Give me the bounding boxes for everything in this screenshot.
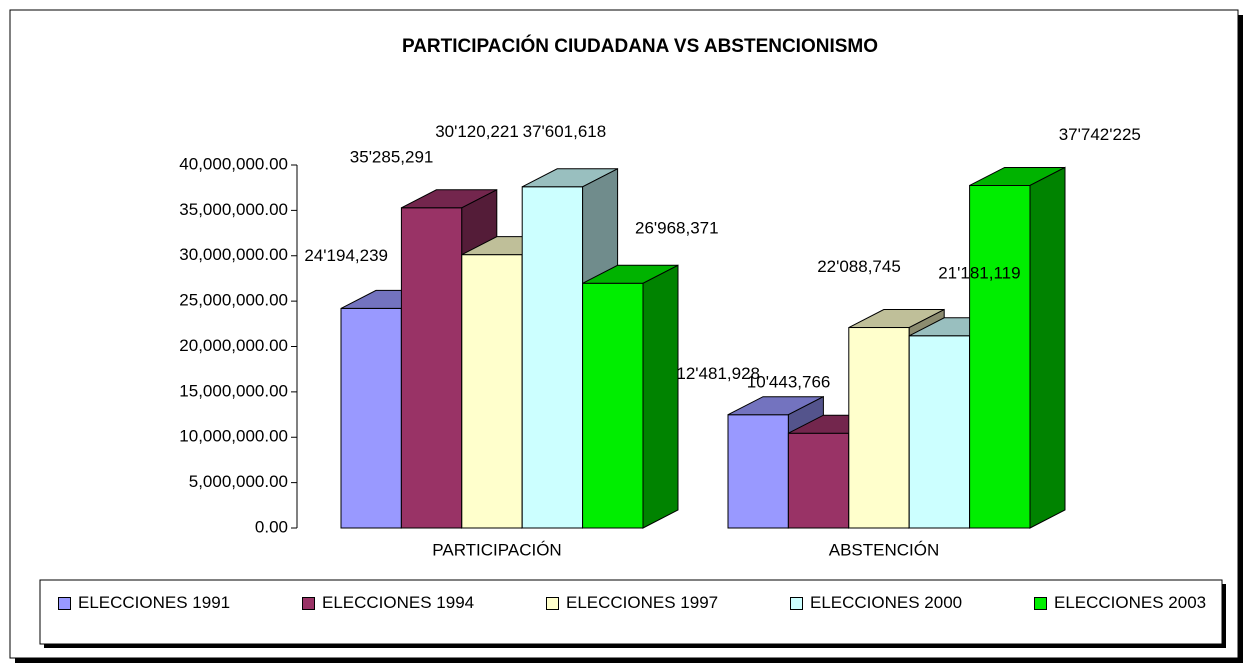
value-label: 24'194,239 bbox=[304, 246, 388, 265]
legend-box bbox=[39, 579, 1223, 645]
y-tick-label: 20,000,000.00 bbox=[179, 336, 288, 355]
legend-swatch bbox=[302, 597, 315, 610]
legend-label: ELECCIONES 1994 bbox=[322, 593, 475, 612]
y-tick-label: 40,000,000.00 bbox=[179, 154, 288, 173]
bar-front bbox=[521, 186, 584, 529]
bar-front bbox=[787, 432, 850, 529]
bar-front bbox=[461, 254, 523, 529]
legend-label: ELECCIONES 1997 bbox=[566, 593, 719, 612]
legend-label: ELECCIONES 2003 bbox=[1054, 593, 1207, 612]
y-tick-label: 25,000,000.00 bbox=[179, 291, 288, 310]
value-label: 37'601,618 bbox=[523, 122, 607, 141]
legend-item: ELECCIONES 1994 bbox=[302, 592, 482, 614]
y-tick-label: 35,000,000.00 bbox=[179, 200, 288, 219]
bar-side bbox=[642, 264, 679, 529]
legend-swatch bbox=[1034, 597, 1047, 610]
value-label: 37'742'225 bbox=[1059, 125, 1141, 144]
value-label: 21'181,119 bbox=[938, 263, 1020, 282]
legend-swatch bbox=[546, 597, 559, 610]
bar-front bbox=[582, 282, 644, 529]
y-tick-label: 0.00 bbox=[255, 517, 288, 536]
value-label: 35'285,291 bbox=[350, 147, 434, 166]
legend-item: ELECCIONES 2000 bbox=[790, 592, 970, 614]
value-label: 10'443,766 bbox=[747, 373, 831, 392]
legend-item: ELECCIONES 1991 bbox=[58, 592, 238, 614]
bar-front bbox=[400, 207, 463, 529]
value-label: 26'968,371 bbox=[635, 219, 719, 238]
legend-swatch bbox=[790, 597, 803, 610]
chart-title: PARTICIPACIÓN CIUDADANA VS ABSTENCIONISM… bbox=[402, 35, 878, 57]
legend-swatch bbox=[58, 597, 71, 610]
bar bbox=[582, 264, 679, 529]
x-tick-label: PARTICIPACIÓN bbox=[432, 540, 561, 559]
value-label: 30'120,221 bbox=[435, 122, 519, 141]
y-tick-label: 10,000,000.00 bbox=[179, 427, 288, 446]
legend-item: ELECCIONES 1997 bbox=[546, 592, 726, 614]
y-tick-label: 30,000,000.00 bbox=[179, 245, 288, 264]
x-tick-label: ABSTENCIÓN bbox=[829, 540, 940, 559]
legend-item: ELECCIONES 2003 bbox=[1034, 592, 1214, 614]
value-label: 12'481,928 bbox=[676, 364, 760, 383]
y-tick-label: 5,000,000.00 bbox=[189, 472, 288, 491]
bar-side bbox=[1029, 166, 1066, 529]
bar-front bbox=[727, 414, 789, 529]
bar-front bbox=[908, 335, 971, 529]
bar bbox=[969, 166, 1066, 529]
y-tick-label: 15,000,000.00 bbox=[179, 381, 288, 400]
bar-front bbox=[969, 184, 1031, 529]
bar-front bbox=[848, 327, 910, 529]
bar-front bbox=[340, 307, 402, 529]
value-label: 22'088,745 bbox=[817, 257, 901, 276]
legend-label: ELECCIONES 1991 bbox=[78, 593, 231, 612]
legend-label: ELECCIONES 2000 bbox=[810, 593, 963, 612]
